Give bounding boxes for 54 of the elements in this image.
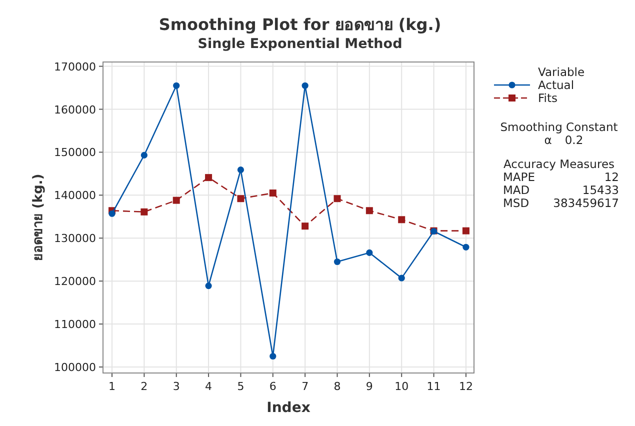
point <box>366 249 373 256</box>
point <box>302 82 308 89</box>
point <box>462 244 470 250</box>
point <box>237 195 244 202</box>
text: MAPE 12 <box>503 170 619 184</box>
text: α 0.2 <box>544 133 584 147</box>
x-tick-label: 8 <box>334 380 341 393</box>
point <box>366 207 373 214</box>
x-tick-label: 12 <box>458 380 473 393</box>
point <box>205 174 212 182</box>
point <box>269 190 276 197</box>
x-tick-label: 7 <box>302 380 309 393</box>
point <box>398 216 406 224</box>
point <box>108 210 116 217</box>
chart-subtitle: Single Exponential Method <box>198 36 402 52</box>
x-tick-label: 11 <box>426 380 441 393</box>
text: MAD 15433 <box>503 183 619 197</box>
y-tick-label: 130000 <box>54 232 96 246</box>
y-tick-label: 110000 <box>54 318 96 332</box>
legend-label: Fits <box>538 91 558 105</box>
x-tick-label: 9 <box>366 380 373 393</box>
point <box>462 227 470 234</box>
y-tick-label: 140000 <box>54 189 96 202</box>
point <box>398 274 405 282</box>
y-axis-title: ยอดขาย (kg.) <box>31 174 46 262</box>
y-tick-label: 170000 <box>54 60 96 74</box>
point <box>140 152 148 159</box>
x-tick-label: 6 <box>269 380 276 393</box>
point <box>334 258 341 266</box>
point <box>205 282 212 290</box>
point <box>302 222 309 230</box>
chart-title: Smoothing Plot for ยอดขาย (kg.) <box>158 15 442 34</box>
x-tick-label: 1 <box>108 380 116 393</box>
point <box>173 82 180 89</box>
point <box>334 195 341 202</box>
point <box>140 208 148 216</box>
y-tick-label: 120000 <box>54 275 96 288</box>
x-axis-title: Index <box>266 400 310 416</box>
y-tick-label: 150000 <box>54 146 96 160</box>
x-tick-label: 3 <box>172 380 180 393</box>
point <box>270 352 276 360</box>
text: MSD 383459617 <box>503 196 619 210</box>
x-tick-label: 5 <box>237 380 244 393</box>
text: Smoothing Constant <box>500 120 618 134</box>
y-tick-label: 160000 <box>54 103 96 116</box>
text: Accuracy Measures <box>503 157 615 171</box>
x-tick-label: 2 <box>140 380 148 393</box>
point <box>172 196 180 204</box>
x-tick-label: 10 <box>394 380 409 393</box>
x-tick-label: 4 <box>205 380 212 393</box>
y-tick-label: 100000 <box>54 360 96 374</box>
point <box>237 166 244 174</box>
legend-title: Variable <box>538 65 585 79</box>
legend-label: Actual <box>538 78 574 92</box>
